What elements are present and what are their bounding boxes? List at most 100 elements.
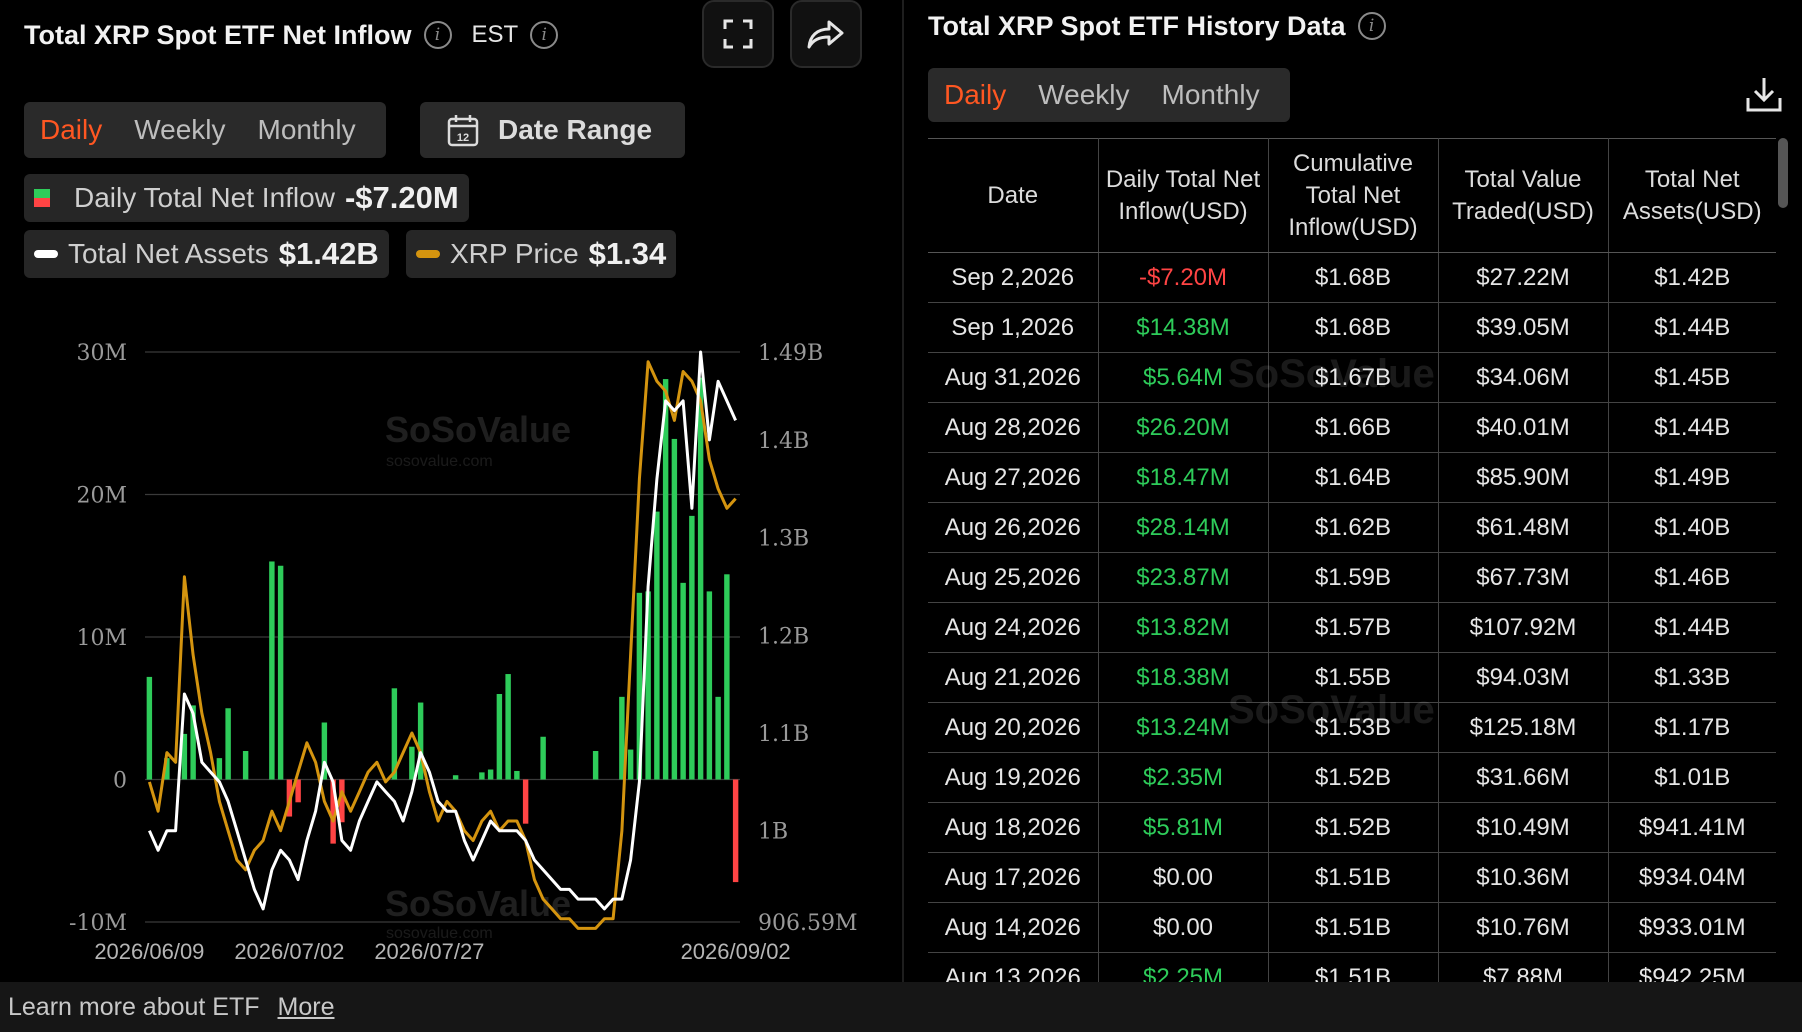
- table-cell: $27.22M: [1438, 252, 1609, 303]
- footer-bar: Learn more about ETF More: [0, 982, 1802, 1032]
- date-range-button[interactable]: 12 Date Range: [420, 102, 685, 158]
- x-tick-label: 2026/07/02: [234, 939, 344, 964]
- table-row[interactable]: Aug 14,2026 $0.00 $1.51B $10.76M $933.01M: [928, 902, 1776, 953]
- y-left-tick-label: 30M: [76, 341, 127, 366]
- table-cell: $1.44B: [1608, 402, 1776, 453]
- table-row[interactable]: Sep 2,2026 -$7.20M $1.68B $27.22M $1.42B: [928, 252, 1776, 303]
- inflow-bar: [452, 775, 459, 780]
- table-cell: Aug 26,2026: [928, 502, 1099, 553]
- inflow-bar: [321, 722, 328, 780]
- table-cell: $1.40B: [1608, 502, 1776, 553]
- table-scrollbar[interactable]: [1778, 138, 1788, 208]
- table-cell: $1.66B: [1268, 402, 1439, 453]
- inflow-title-row: Total XRP Spot ETF Net Inflow i EST i: [24, 14, 559, 56]
- table-cell: $7.88M: [1438, 952, 1609, 982]
- inflow-legend-icon: [34, 189, 50, 207]
- table-row[interactable]: Aug 24,2026 $13.82M $1.57B $107.92M $1.44B: [928, 602, 1776, 653]
- table-row[interactable]: Aug 27,2026 $18.47M $1.64B $85.90M $1.49B: [928, 452, 1776, 503]
- daily-inflow-label: Daily Total Net Inflow: [74, 182, 335, 213]
- table-row[interactable]: Aug 13,2026 $2.25M $1.51B $7.88M $942.25M: [928, 952, 1776, 982]
- table-row[interactable]: Aug 20,2026 $13.24M $1.53B $125.18M $1.17B: [928, 702, 1776, 753]
- table-cell: $13.24M: [1098, 702, 1269, 753]
- table-cell: Aug 13,2026: [928, 952, 1099, 982]
- history-info-icon[interactable]: i: [1357, 12, 1386, 40]
- history-tab-daily[interactable]: Daily: [944, 79, 1007, 110]
- y-left-tick-label: 20M: [76, 484, 127, 509]
- tab-daily[interactable]: Daily: [40, 114, 103, 145]
- table-cell: $1.68B: [1268, 252, 1439, 303]
- history-tab-weekly[interactable]: Weekly: [1038, 79, 1130, 110]
- tab-weekly[interactable]: Weekly: [134, 114, 226, 145]
- y-right-tick-label: 1.49B: [758, 341, 823, 366]
- inflow-bar: [225, 708, 231, 780]
- share-button[interactable]: [790, 0, 862, 68]
- table-row[interactable]: Aug 28,2026 $26.20M $1.66B $40.01M $1.44B: [928, 402, 1776, 453]
- download-icon[interactable]: [1744, 74, 1784, 114]
- inflow-chart[interactable]: 30M 20M 10M 0 -10M 1.49B 1.4B 1.3B 1.2B 1.1B 1B 906…: [0, 320, 900, 980]
- history-tab-monthly[interactable]: Monthly: [1161, 79, 1260, 110]
- table-cell: $67.73M: [1438, 552, 1609, 603]
- table-cell: $34.06M: [1438, 352, 1609, 403]
- fullscreen-icon: [723, 19, 753, 49]
- table-cell: $10.36M: [1438, 852, 1609, 903]
- table-cell: $1.52B: [1268, 752, 1439, 803]
- table-cell: Aug 18,2026: [928, 802, 1099, 853]
- y-left-tick-label: 0: [113, 769, 127, 794]
- table-cell: Sep 2,2026: [928, 252, 1099, 303]
- inflow-panel: Total XRP Spot ETF Net Inflow i EST i Da…: [0, 0, 900, 982]
- table-cell: $1.55B: [1268, 652, 1439, 703]
- table-row[interactable]: Aug 17,2026 $0.00 $1.51B $10.36M $934.04M: [928, 852, 1776, 903]
- fullscreen-button[interactable]: [702, 0, 774, 68]
- inflow-bar: [645, 591, 651, 780]
- table-cell: $31.66M: [1438, 752, 1609, 803]
- table-cell: Aug 17,2026: [928, 852, 1099, 903]
- date-range-label: Date Range: [498, 114, 653, 145]
- price-legend-icon: [416, 250, 440, 258]
- table-cell: $2.25M: [1098, 952, 1269, 982]
- table-cell: $1.64B: [1268, 452, 1439, 503]
- table-row[interactable]: Sep 1,2026 $14.38M $1.68B $39.05M $1.44B: [928, 302, 1776, 353]
- table-row[interactable]: Aug 19,2026 $2.35M $1.52B $31.66M $1.01B: [928, 752, 1776, 803]
- info-icon[interactable]: i: [423, 21, 452, 49]
- table-cell: $1.59B: [1268, 552, 1439, 603]
- history-panel: Total XRP Spot ETF History Data i Daily …: [928, 0, 1788, 982]
- table-cell: $10.76M: [1438, 902, 1609, 953]
- xrp-price-label: XRP Price: [450, 238, 579, 269]
- table-cell: Aug 24,2026: [928, 602, 1099, 653]
- table-cell: $1.53B: [1268, 702, 1439, 753]
- history-title-row: Total XRP Spot ETF History Data i: [928, 6, 1386, 46]
- inflow-bar: [592, 751, 599, 780]
- inflow-period-tabs: Daily Weekly Monthly: [24, 102, 386, 158]
- table-row[interactable]: Aug 25,2026 $23.87M $1.59B $67.73M $1.46B: [928, 552, 1776, 603]
- table-cell: $5.81M: [1098, 802, 1269, 853]
- inflow-bar: [671, 438, 678, 780]
- table-row[interactable]: Aug 18,2026 $5.81M $1.52B $10.49M $941.41M: [928, 802, 1776, 853]
- table-cell: Aug 14,2026: [928, 902, 1099, 953]
- inflow-bar: [505, 674, 511, 780]
- table-cell: $1.52B: [1268, 802, 1439, 853]
- x-tick-label: 2026/09/02: [681, 939, 791, 964]
- inflow-bar: [269, 561, 275, 780]
- table-cell: $1.46B: [1608, 552, 1776, 603]
- table-cell: $26.20M: [1098, 402, 1269, 453]
- inflow-bar: [496, 694, 503, 780]
- table-cell: $28.14M: [1098, 502, 1269, 553]
- inflow-bar: [330, 779, 336, 844]
- table-cell: $125.18M: [1438, 702, 1609, 753]
- table-cell: $1.17B: [1608, 702, 1776, 753]
- net-assets-value: $1.42B: [278, 236, 379, 271]
- y-right-tick-label: 1B: [758, 820, 788, 845]
- table-row[interactable]: Aug 31,2026 $5.64M $1.67B $34.06M $1.45B: [928, 352, 1776, 403]
- table-row[interactable]: Aug 21,2026 $18.38M $1.55B $94.03M $1.33B: [928, 652, 1776, 703]
- table-cell: $39.05M: [1438, 302, 1609, 353]
- tab-monthly[interactable]: Monthly: [257, 114, 356, 145]
- inflow-bar: [540, 736, 546, 780]
- more-link[interactable]: More: [277, 992, 335, 1021]
- inflow-bar: [724, 574, 730, 780]
- table-cell: $61.48M: [1438, 502, 1609, 553]
- table-cell: $1.33B: [1608, 652, 1776, 703]
- timezone-info-icon[interactable]: i: [530, 21, 559, 49]
- table-cell: $2.35M: [1098, 752, 1269, 803]
- table-row[interactable]: Aug 26,2026 $28.14M $1.62B $61.48M $1.40B: [928, 502, 1776, 553]
- inflow-bar: [706, 591, 713, 780]
